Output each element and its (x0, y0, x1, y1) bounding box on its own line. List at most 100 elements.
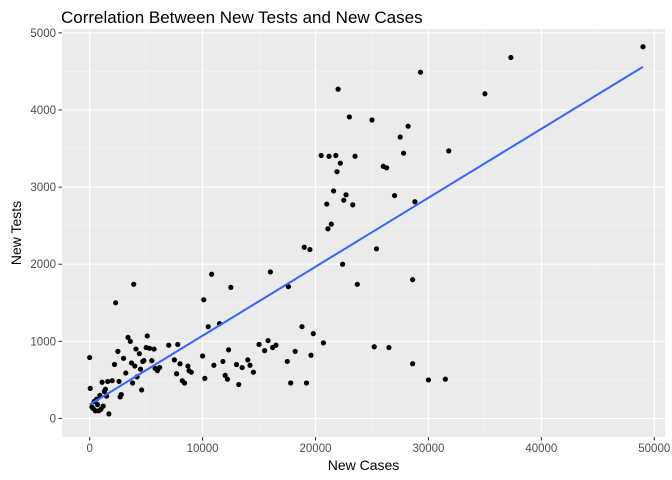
x-axis-ticks: 0 10000 20000 30000 40000 50000 (86, 437, 670, 455)
y-tick-label: 5000 (30, 28, 56, 40)
data-point (199, 353, 206, 359)
data-point (320, 340, 327, 346)
data-point (175, 341, 181, 348)
y-axis-title: New Tests (8, 201, 24, 265)
data-point (129, 380, 136, 386)
chart-title: Correlation Between New Tests and New Ca… (61, 8, 423, 27)
data-point (256, 341, 262, 348)
data-point (328, 221, 334, 227)
x-tick-label: 30000 (412, 443, 444, 455)
data-point (288, 380, 294, 386)
data-point (132, 363, 138, 369)
data-point (334, 169, 340, 175)
major-gridlines (62, 29, 665, 437)
data-points (87, 44, 646, 417)
data-point (123, 370, 129, 376)
data-point (340, 261, 346, 267)
data-point (139, 387, 145, 393)
data-point (384, 165, 390, 171)
data-point (410, 277, 416, 283)
data-point (144, 333, 150, 339)
data-point (412, 199, 418, 205)
minor-gridlines (62, 29, 665, 437)
data-point (303, 380, 310, 386)
data-point (174, 371, 180, 377)
data-point (166, 342, 172, 348)
data-point (225, 347, 232, 353)
data-point (106, 411, 112, 417)
data-point (171, 357, 177, 363)
y-tick-label: 1000 (30, 336, 56, 348)
data-point (209, 271, 215, 277)
data-point (337, 160, 343, 166)
data-point (325, 226, 331, 232)
data-point (265, 337, 271, 344)
data-point (308, 352, 314, 358)
data-point (369, 117, 375, 123)
data-point (391, 192, 398, 199)
data-point (146, 345, 153, 351)
data-point (245, 357, 251, 363)
data-point (87, 354, 93, 361)
x-tick-label: 40000 (525, 443, 557, 455)
data-point (211, 362, 217, 368)
trend-line (89, 65, 644, 406)
data-point (111, 361, 118, 368)
data-point (350, 202, 356, 208)
data-point (205, 324, 211, 330)
data-point (284, 358, 290, 365)
data-point (220, 358, 226, 365)
y-tick-label: 0 (50, 413, 56, 425)
data-point (100, 403, 106, 409)
data-point (149, 358, 155, 364)
data-point (354, 281, 360, 287)
data-point (113, 300, 119, 306)
data-point (224, 376, 231, 382)
data-point (118, 391, 124, 398)
data-point (508, 54, 514, 61)
data-point (120, 355, 127, 361)
x-tick-label: 10000 (187, 443, 219, 455)
data-point (405, 123, 411, 129)
data-point (102, 386, 109, 392)
data-point (333, 152, 339, 159)
data-point (310, 331, 316, 337)
data-point (115, 348, 121, 354)
x-tick-label: 20000 (300, 443, 332, 455)
data-point (410, 361, 416, 367)
y-tick-label: 2000 (30, 259, 56, 271)
data-point (201, 297, 207, 303)
data-point (343, 192, 349, 198)
data-point (116, 378, 122, 385)
data-point (330, 188, 337, 194)
data-point (326, 153, 332, 159)
x-tick-label: 0 (86, 443, 92, 455)
data-point (228, 284, 234, 290)
data-point (250, 369, 257, 375)
data-point (125, 334, 131, 341)
data-point (157, 364, 163, 371)
data-point (94, 402, 101, 408)
data-point (346, 114, 352, 120)
data-point (99, 379, 105, 385)
data-point (188, 369, 194, 375)
data-point (318, 152, 324, 159)
data-point (127, 338, 133, 344)
data-point (341, 197, 347, 203)
data-point (137, 366, 144, 372)
data-point (301, 244, 307, 250)
data-point (307, 246, 313, 253)
data-point (236, 381, 242, 388)
y-tick-label: 4000 (30, 105, 56, 117)
data-point (446, 148, 452, 154)
data-point (267, 269, 273, 275)
data-point (352, 153, 358, 159)
data-point (202, 375, 208, 381)
data-point (373, 246, 380, 252)
data-point (247, 362, 253, 368)
data-point (417, 69, 424, 75)
data-point (442, 376, 448, 382)
data-point (233, 361, 240, 368)
data-point (105, 378, 111, 385)
